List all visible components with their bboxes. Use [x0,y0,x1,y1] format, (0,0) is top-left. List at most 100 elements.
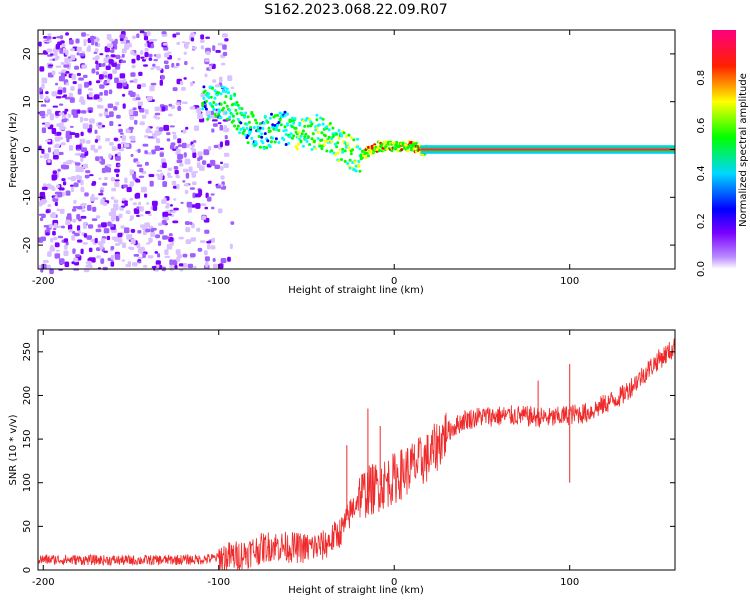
heatmap-cell [139,246,145,250]
heatmap-cell [163,46,169,51]
heatmap-cell [130,153,134,157]
heatmap-cell [175,62,180,67]
heatmap-cell [315,126,319,130]
heatmap-cell [313,139,316,143]
heatmap-x-ticks: -200 -100 0 100 [32,30,579,287]
heatmap-cell [105,65,111,70]
heatmap-cell [145,128,151,134]
heatmap-cell [79,138,86,144]
heatmap-cell [201,104,205,108]
heatmap-cell [303,135,307,139]
heatmap-cell [112,69,117,74]
heatmap-cell [58,112,65,115]
heatmap-cell [227,256,231,262]
heatmap-cell [150,229,155,233]
heatmap-cell [310,147,314,151]
heatmap-cell [330,140,334,144]
heatmap-cell [222,44,227,50]
heatmap-cell [134,119,138,125]
heatmap-cell [225,117,229,121]
heatmap-cell [69,97,75,103]
heatmap-cell [376,145,380,149]
heatmap-cell [260,135,264,139]
heatmap-cell [121,259,126,262]
heatmap-cell [380,142,384,146]
heatmap-cell [201,215,207,220]
heatmap-cell [62,70,67,73]
heatmap-cell [63,64,70,68]
heatmap-cell [49,113,54,119]
heatmap-cell [83,40,87,47]
heatmap-cell [80,153,85,158]
heatmap-cell [76,46,82,52]
heatmap-cell [185,172,190,179]
heatmap-cell [178,144,183,147]
heatmap-cell [88,93,92,96]
heatmap-cell [290,116,294,120]
heatmap-cell [102,62,106,66]
heatmap-cell [169,144,175,150]
heatmap-cell [83,74,88,78]
heatmap-cell [82,222,88,225]
heatmap-cell [135,179,141,183]
heatmap-cell [72,219,77,223]
heatmap-cell [200,45,205,50]
heatmap-cell [80,248,84,255]
heatmap-cell [177,153,183,160]
heatmap-cell [114,253,121,260]
heatmap-cell [148,53,153,58]
heatmap-cell [80,179,84,186]
heatmap-cell [67,177,74,180]
heatmap-cell [119,34,126,39]
heatmap-cell [83,118,89,122]
heatmap-cell [222,51,228,56]
heatmap-steady-band-core [420,148,675,151]
heatmap-cell [212,108,216,112]
heatmap-cell [49,247,56,252]
heatmap-cell [117,232,123,238]
heatmap-cell [139,206,144,212]
heatmap-cell [284,133,288,136]
heatmap-cell [222,106,226,110]
heatmap-cell [357,160,361,163]
heatmap-cell [137,148,141,153]
heatmap-cell [152,205,158,211]
heatmap-cell [110,261,115,267]
heatmap-cell [173,166,179,170]
x-tick-label: 0 [391,577,397,588]
heatmap-cell [40,104,47,107]
heatmap-cell [183,183,189,187]
heatmap-cell [155,234,161,239]
heatmap-cell [244,111,248,115]
heatmap-cell [161,31,167,35]
heatmap-cell [131,58,136,64]
heatmap-cell [50,237,54,243]
heatmap-cell [213,89,217,93]
heatmap-cell [410,140,413,144]
heatmap-cell [163,60,169,64]
heatmap-cell [159,152,164,157]
heatmap-cell [175,149,181,153]
heatmap-cell [148,174,155,178]
heatmap-cell [74,261,80,266]
heatmap-cell [186,143,191,148]
heatmap-cell [225,87,229,91]
heatmap-cell [200,92,206,98]
heatmap-cell [138,175,145,178]
heatmap-cell [239,121,243,125]
heatmap-cell [117,163,121,167]
heatmap-cell [188,166,193,173]
y-tick-label: 10 [22,95,33,108]
heatmap-cell [101,167,106,174]
heatmap-cell [284,128,288,132]
heatmap-cell [150,231,155,237]
heatmap-cell [143,135,149,138]
heatmap-cell [337,159,341,163]
heatmap-cell [46,40,52,43]
heatmap-cell [105,167,112,173]
heatmap-cell [167,167,173,171]
heatmap-cell [324,134,327,138]
heatmap-cell [201,107,205,111]
heatmap-cell [356,137,359,141]
heatmap-cell [310,122,314,126]
